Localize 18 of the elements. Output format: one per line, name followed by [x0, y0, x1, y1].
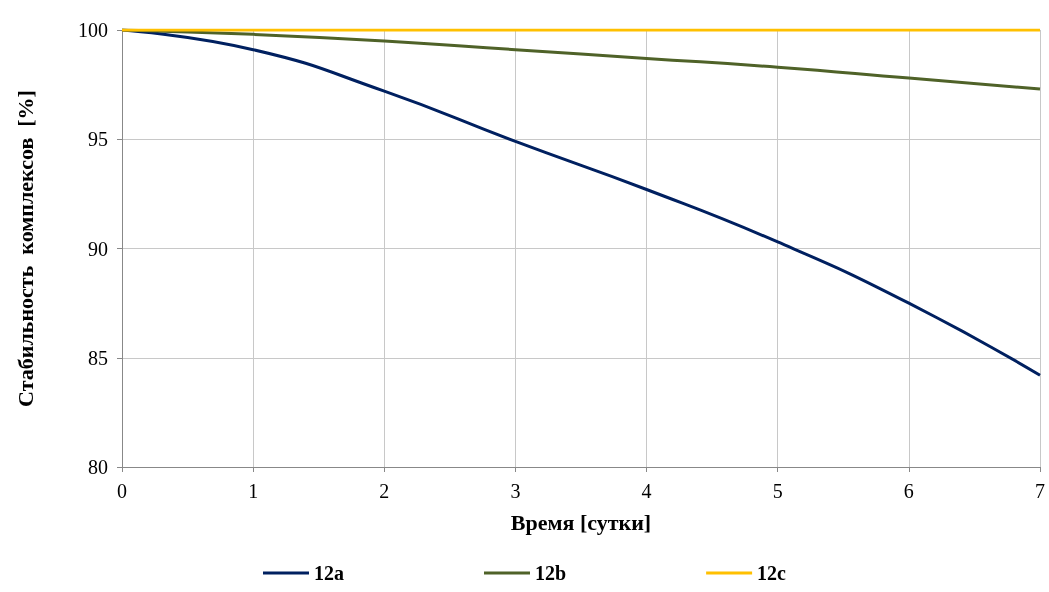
x-tick-label: 4 — [641, 480, 652, 502]
legend-label: 12c — [757, 562, 787, 584]
y-tick-label: 90 — [88, 237, 108, 260]
y-axis-title: Стабильность комплексов [%] — [12, 90, 38, 407]
y-tick-label: 85 — [88, 346, 108, 369]
x-tick-label: 2 — [379, 480, 390, 502]
x-tick-label: 6 — [903, 480, 914, 502]
x-tick-label: 1 — [248, 480, 259, 502]
x-tick-label: 5 — [772, 480, 783, 502]
x-tick-label: 3 — [510, 480, 521, 502]
y-tick-label: 95 — [88, 128, 108, 151]
x-tick-label: 7 — [1035, 480, 1045, 502]
legend-label: 12b — [535, 562, 567, 584]
legend-label: 12a — [314, 562, 344, 584]
y-tick-label: 100 — [78, 19, 108, 41]
x-tick-label: 0 — [117, 480, 127, 502]
x-axis-title: Время [сутки] — [510, 509, 652, 535]
y-tick-label: 80 — [88, 456, 108, 478]
